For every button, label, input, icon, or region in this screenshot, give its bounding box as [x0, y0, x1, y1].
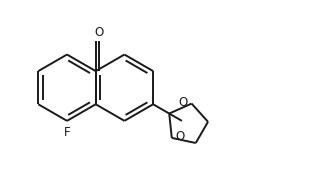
Text: F: F	[64, 126, 70, 139]
Text: O: O	[179, 96, 188, 109]
Text: O: O	[95, 26, 104, 39]
Text: O: O	[176, 130, 185, 143]
